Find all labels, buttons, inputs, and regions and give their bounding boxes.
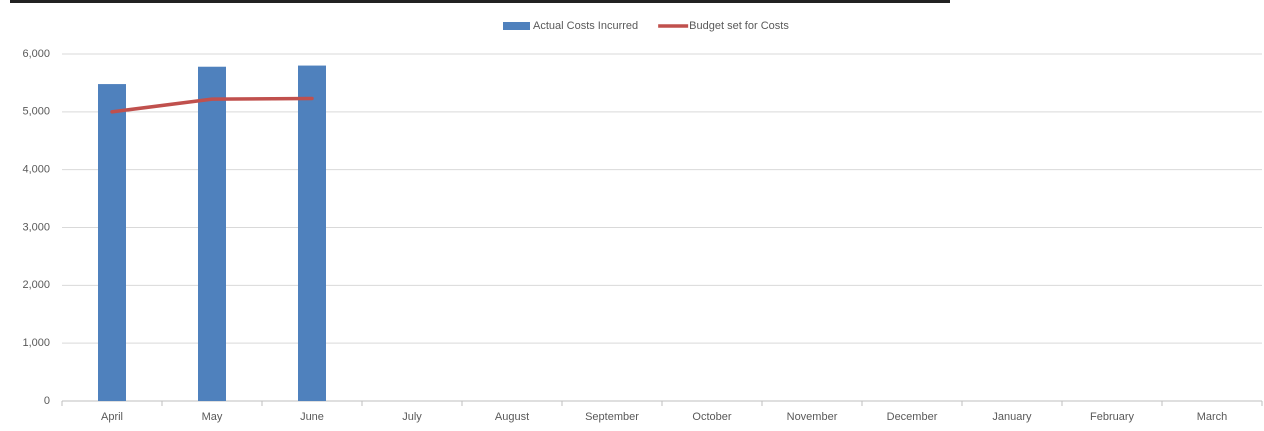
x-tick-label: January [992, 411, 1032, 423]
y-tick-label: 3,000 [22, 221, 50, 233]
y-tick-label: 5,000 [22, 106, 50, 118]
legend-label: Actual Costs Incurred [533, 20, 638, 32]
x-tick-label: June [300, 411, 324, 423]
x-tick-label: May [202, 411, 223, 423]
title-edge [10, 0, 950, 3]
y-tick-label: 4,000 [22, 164, 50, 176]
x-tick-label: September [585, 411, 639, 423]
legend-label: Budget set for Costs [689, 20, 789, 32]
bar [298, 65, 326, 402]
y-tick-label: 6,000 [22, 48, 50, 60]
bar [98, 84, 126, 401]
x-tick-label: March [1197, 411, 1228, 423]
x-tick-label: October [692, 411, 731, 423]
x-tick-label: December [887, 411, 938, 423]
x-tick-label: November [787, 411, 838, 423]
x-tick-label: July [402, 411, 422, 423]
y-tick-label: 2,000 [22, 279, 50, 291]
legend-swatch [503, 22, 530, 30]
y-tick-label: 0 [44, 395, 50, 407]
x-tick-label: February [1090, 411, 1135, 423]
line [110, 96, 314, 114]
x-tick-label: April [101, 411, 123, 423]
x-tick-label: August [495, 411, 529, 423]
y-tick-label: 1,000 [22, 337, 50, 349]
bar [198, 66, 226, 402]
